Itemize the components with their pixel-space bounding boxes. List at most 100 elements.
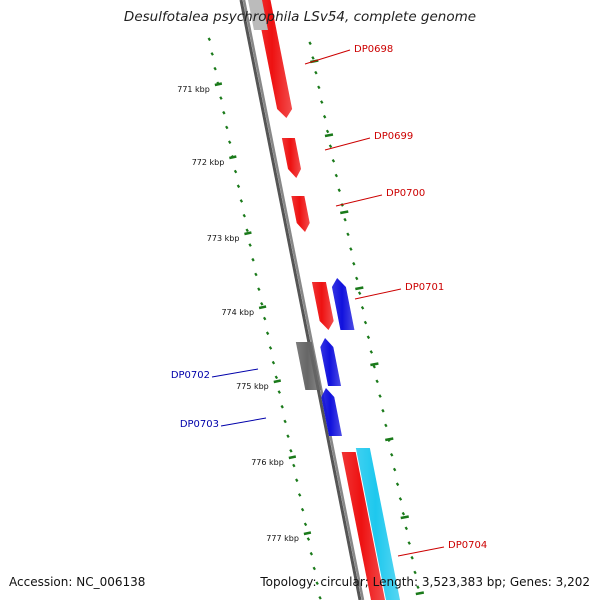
minor-tick bbox=[315, 581, 319, 585]
gene-label-dp0701: DP0701 bbox=[405, 282, 444, 293]
major-tick bbox=[400, 515, 409, 520]
minor-tick bbox=[207, 37, 211, 42]
minor-tick bbox=[349, 247, 353, 251]
backbone-line bbox=[239, 0, 362, 600]
minor-tick bbox=[318, 596, 322, 600]
major-tick bbox=[229, 155, 237, 160]
minor-tick bbox=[245, 228, 249, 233]
minor-tick bbox=[355, 276, 359, 281]
minor-tick bbox=[395, 482, 400, 487]
minor-tick bbox=[210, 52, 214, 56]
gene-label-dp0699: DP0699 bbox=[374, 131, 413, 142]
forward-gene-dp0699 bbox=[281, 138, 302, 178]
minor-tick bbox=[384, 423, 388, 428]
minor-tick bbox=[375, 379, 379, 384]
kbp-tick-label: 771 kbp bbox=[177, 85, 210, 94]
gene-leader-line bbox=[335, 194, 383, 207]
minor-tick bbox=[343, 217, 347, 222]
minor-tick bbox=[283, 419, 287, 424]
minor-tick bbox=[289, 449, 293, 453]
accession-text: Accession: NC_006138 bbox=[9, 575, 146, 589]
minor-tick bbox=[248, 243, 252, 247]
minor-tick bbox=[317, 85, 321, 90]
minor-tick bbox=[222, 110, 226, 115]
minor-tick bbox=[286, 434, 290, 438]
major-tick bbox=[324, 133, 334, 138]
rna-gene bbox=[355, 448, 400, 600]
major-tick bbox=[273, 379, 282, 384]
minor-tick bbox=[407, 541, 411, 545]
minor-tick bbox=[225, 125, 229, 130]
minor-tick bbox=[228, 140, 232, 144]
minor-tick bbox=[311, 56, 315, 60]
forward-gene-dp0704 bbox=[341, 452, 385, 600]
gene-leader-line bbox=[211, 368, 259, 378]
minor-tick bbox=[322, 114, 327, 119]
minor-tick bbox=[239, 199, 244, 203]
minor-tick bbox=[378, 394, 382, 398]
pseudo-gene bbox=[295, 342, 322, 390]
minor-tick bbox=[334, 173, 339, 178]
minor-tick bbox=[236, 184, 241, 189]
minor-tick bbox=[219, 96, 223, 100]
gene-label-dp0698: DP0698 bbox=[354, 44, 393, 55]
minor-tick bbox=[213, 66, 217, 71]
kbp-tick-label: 773 kbp bbox=[207, 234, 240, 243]
minor-tick bbox=[314, 70, 318, 75]
forward-gene-dp0701 bbox=[311, 282, 334, 330]
minor-tick bbox=[325, 129, 330, 134]
minor-tick bbox=[357, 291, 362, 295]
minor-tick bbox=[363, 320, 368, 325]
gene-leader-line bbox=[397, 546, 445, 557]
minor-tick bbox=[401, 511, 406, 516]
minor-tick bbox=[381, 408, 385, 413]
major-tick bbox=[258, 305, 267, 310]
major-tick bbox=[340, 210, 349, 215]
kbp-tick-label: 774 kbp bbox=[221, 308, 254, 317]
minor-tick bbox=[390, 453, 394, 457]
gene-leader-line bbox=[304, 49, 351, 65]
gene-leader-line bbox=[324, 137, 371, 151]
minor-tick bbox=[260, 302, 264, 306]
topology-text: Topology: circular; Length: 3,523,383 bp… bbox=[260, 575, 590, 589]
major-tick bbox=[288, 455, 297, 460]
minor-tick bbox=[262, 316, 267, 321]
kbp-tick-label: 776 kbp bbox=[251, 458, 284, 467]
gene-leader-line bbox=[354, 288, 402, 300]
major-tick bbox=[303, 531, 312, 536]
reverse-gene-dp0701-pair bbox=[331, 278, 355, 330]
minor-tick bbox=[413, 570, 417, 575]
forward-gene-dp0700 bbox=[291, 196, 310, 232]
major-tick bbox=[244, 231, 252, 236]
minor-tick bbox=[233, 169, 238, 174]
minor-tick bbox=[328, 144, 333, 148]
minor-tick bbox=[320, 100, 324, 104]
minor-tick bbox=[410, 555, 414, 560]
major-tick bbox=[355, 286, 364, 291]
major-tick bbox=[415, 591, 425, 596]
minor-tick bbox=[303, 522, 308, 527]
minor-tick bbox=[300, 507, 305, 512]
major-tick bbox=[370, 362, 379, 367]
gene-leader-line bbox=[220, 417, 267, 427]
minor-tick bbox=[308, 41, 312, 46]
minor-tick bbox=[392, 467, 397, 472]
minor-tick bbox=[360, 306, 365, 310]
minor-tick bbox=[312, 566, 316, 571]
minor-tick bbox=[280, 404, 284, 409]
minor-tick bbox=[297, 493, 302, 497]
kbp-tick-label: 772 kbp bbox=[192, 158, 225, 167]
minor-tick bbox=[292, 463, 296, 468]
minor-tick bbox=[242, 213, 246, 218]
minor-tick bbox=[337, 188, 341, 193]
minor-tick bbox=[366, 335, 371, 340]
gene-label-dp0703: DP0703 bbox=[180, 419, 219, 430]
minor-tick bbox=[306, 537, 311, 541]
minor-tick bbox=[309, 551, 314, 556]
minor-tick bbox=[416, 585, 420, 589]
minor-tick bbox=[257, 287, 261, 291]
minor-tick bbox=[251, 257, 255, 262]
reverse-gene-dp0703 bbox=[321, 388, 342, 436]
minor-tick bbox=[265, 331, 270, 336]
